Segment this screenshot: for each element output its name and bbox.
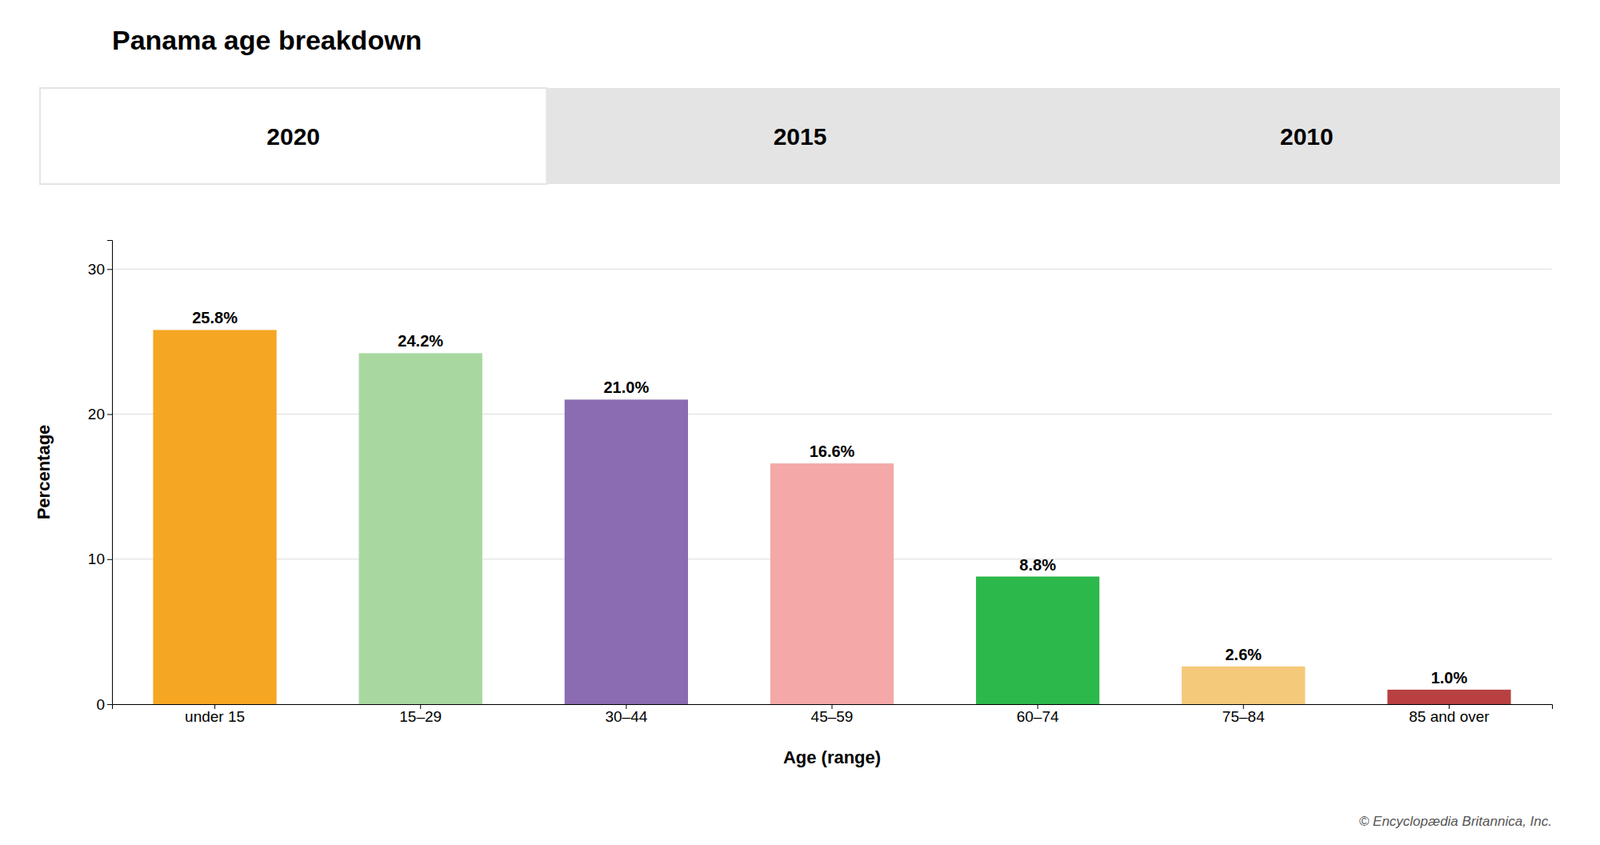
bar <box>976 576 1100 705</box>
title: Panama age breakdown <box>112 24 422 56</box>
x-tick: 30–44 <box>604 704 648 725</box>
bar <box>1181 666 1305 704</box>
tick-label: 75–84 <box>1222 708 1265 725</box>
grid-line <box>112 268 1552 270</box>
chart: Panama age breakdown20202015201025.8%24.… <box>0 0 1600 845</box>
header-label: 2015 <box>773 123 828 150</box>
y-tick: 30 <box>88 260 112 278</box>
axis-line <box>107 240 113 705</box>
header-label: 2010 <box>1280 123 1334 150</box>
data-label: 21.0% <box>603 378 649 396</box>
y-tick: 10 <box>88 550 112 568</box>
bar <box>359 352 483 704</box>
tick-label: 10 <box>88 550 105 568</box>
copyright: © Encyclopædia Britannica, Inc. <box>1359 813 1552 829</box>
y-tick: 20 <box>88 405 112 423</box>
y-axis-title: Percentage <box>33 424 54 520</box>
header-label: 2020 <box>266 123 320 150</box>
header-highlight <box>40 88 547 184</box>
x-tick: 60–74 <box>1016 704 1060 725</box>
tick-label: 15–29 <box>399 708 442 725</box>
bar <box>770 463 894 704</box>
bar <box>1387 689 1511 704</box>
tick-label: 30 <box>88 260 105 278</box>
x-axis-title: Age (range) <box>783 747 881 768</box>
grid-line <box>112 413 1552 415</box>
x-tick: 75–84 <box>1222 704 1265 725</box>
tick-mark <box>107 268 112 270</box>
tick-label: 0 <box>96 696 105 713</box>
data-label: 8.8% <box>1019 556 1056 574</box>
tick-mark <box>107 559 112 560</box>
data-label: 25.8% <box>192 308 238 327</box>
x-tick: 85 and over <box>1408 704 1490 725</box>
tick-label: 85 and over <box>1408 708 1490 725</box>
y-axis: 0 10 20 30 <box>88 240 113 713</box>
data-labels: 25.8% 24.2% 21.0% 16.6% 8.8% 2.6% 1.0% <box>192 308 1468 687</box>
data-label: 2.6% <box>1224 645 1262 664</box>
x-tick: under 15 <box>184 704 245 725</box>
bar <box>564 399 688 704</box>
data-label: 1.0% <box>1431 668 1468 687</box>
data-label: 16.6% <box>809 442 856 460</box>
tick-mark <box>107 414 112 416</box>
x-tick: 15–29 <box>399 704 442 725</box>
tick-label: 60–74 <box>1016 708 1060 725</box>
y-tick: 0 <box>96 696 112 713</box>
tick-label: 20 <box>88 405 105 423</box>
grid <box>112 268 1552 704</box>
header: 2020 2015 2010 <box>40 88 1560 184</box>
tick-label: 45–59 <box>811 708 854 725</box>
tick-label: 30–44 <box>604 708 648 725</box>
tick-label: under 15 <box>184 708 245 725</box>
x-axis: under 15 15–29 30–44 45–59 60–74 75–84 85 and … <box>112 704 1553 725</box>
plot: 25.8% 24.2% 21.0% 16.6% 8.8% 2.6% 1.0% under 15… <box>88 240 1553 726</box>
data-label: 24.2% <box>397 332 444 350</box>
bars <box>152 329 1511 704</box>
x-tick: 45–59 <box>811 704 854 725</box>
tick-mark <box>107 704 112 705</box>
bar <box>152 329 276 704</box>
header-band <box>40 88 1560 184</box>
